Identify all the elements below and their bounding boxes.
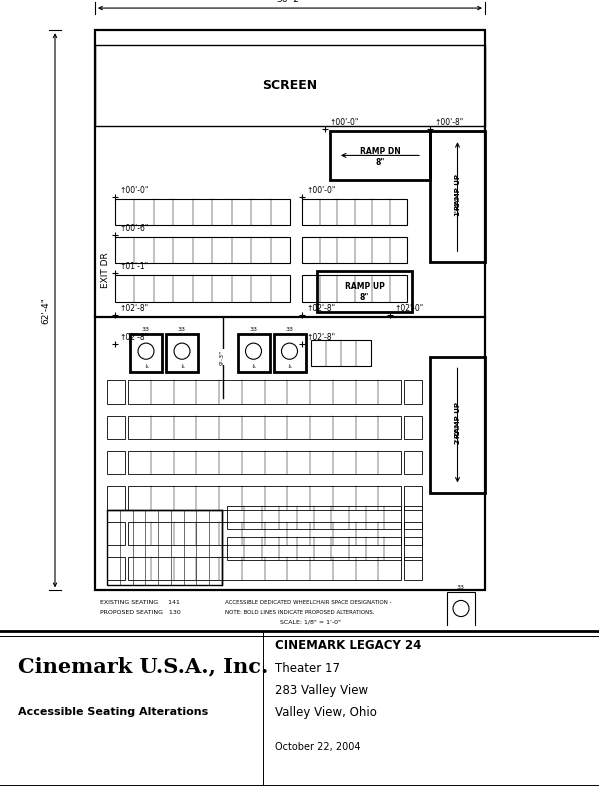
Bar: [404, 486, 422, 510]
Bar: [128, 416, 401, 439]
Text: PROPOSED SEATING   130: PROPOSED SEATING 130: [100, 609, 181, 615]
Bar: [404, 557, 422, 580]
Bar: [274, 334, 305, 372]
Text: ♿: ♿: [252, 364, 256, 369]
Text: ♿: ♿: [144, 364, 148, 369]
Bar: [107, 451, 125, 475]
Text: 62'-4": 62'-4": [41, 297, 50, 323]
Text: 9'-3": 9'-3": [220, 349, 225, 365]
Bar: [404, 451, 422, 475]
Text: Accessible Seating Alterations: Accessible Seating Alterations: [18, 707, 208, 717]
Text: RAMP UP: RAMP UP: [455, 174, 461, 210]
Bar: [128, 522, 401, 545]
Text: ↑00'-6": ↑00'-6": [119, 224, 149, 233]
Text: Theater 17: Theater 17: [275, 662, 340, 674]
Text: 33: 33: [286, 327, 294, 332]
Bar: [107, 557, 125, 580]
Text: NOTE: BOLD LINES INDICATE PROPOSED ALTERATIONS.: NOTE: BOLD LINES INDICATE PROPOSED ALTER…: [225, 609, 374, 615]
Bar: [237, 334, 270, 372]
Text: ♿: ♿: [288, 364, 292, 369]
Bar: [302, 199, 407, 225]
Text: EXIT DR: EXIT DR: [101, 252, 110, 288]
Bar: [107, 380, 125, 404]
Bar: [128, 486, 401, 510]
Text: RAMP UP: RAMP UP: [344, 282, 385, 291]
Bar: [95, 46, 485, 126]
Text: ↑02'-8": ↑02'-8": [119, 304, 148, 313]
Bar: [95, 30, 485, 590]
Text: ♿: ♿: [180, 364, 184, 369]
Bar: [302, 275, 407, 301]
Text: EXISTING SEATING     141: EXISTING SEATING 141: [100, 600, 180, 605]
Bar: [404, 522, 422, 545]
Text: ↑00'-0": ↑00'-0": [119, 186, 149, 194]
Text: ↑00'-8": ↑00'-8": [434, 118, 463, 127]
Bar: [317, 272, 412, 312]
Text: ↑02'-8": ↑02'-8": [119, 333, 148, 342]
Bar: [404, 380, 422, 404]
Bar: [128, 451, 401, 475]
Text: CINEMARK LEGACY 24: CINEMARK LEGACY 24: [275, 639, 421, 652]
Text: ↑02'-8": ↑02'-8": [306, 304, 335, 313]
Bar: [430, 131, 485, 262]
Bar: [130, 334, 162, 372]
Text: 8": 8": [360, 294, 369, 302]
Bar: [330, 131, 430, 179]
Text: 33: 33: [250, 327, 258, 332]
Bar: [107, 510, 222, 586]
Text: 283 Valley View: 283 Valley View: [275, 684, 368, 696]
Bar: [404, 537, 422, 560]
Bar: [107, 486, 125, 510]
Text: 8": 8": [376, 158, 385, 167]
Text: 2'-0": 2'-0": [455, 427, 461, 445]
Text: SCREEN: SCREEN: [262, 79, 317, 92]
Bar: [404, 505, 422, 529]
Bar: [128, 557, 401, 580]
Bar: [107, 416, 125, 439]
Bar: [227, 537, 401, 560]
Bar: [404, 416, 422, 439]
Text: SCALE: 1/8" = 1'-0": SCALE: 1/8" = 1'-0": [280, 619, 341, 625]
Text: RAMP DN: RAMP DN: [359, 147, 400, 156]
Text: ↑02'-8": ↑02'-8": [306, 333, 335, 342]
Text: 36'-2": 36'-2": [277, 0, 304, 4]
Text: 1'-4": 1'-4": [455, 198, 461, 216]
Text: Cinemark U.S.A., Inc.: Cinemark U.S.A., Inc.: [18, 656, 268, 677]
Bar: [107, 522, 125, 545]
Bar: [166, 334, 198, 372]
Bar: [115, 275, 290, 301]
Text: 33: 33: [457, 586, 465, 590]
Bar: [115, 237, 290, 264]
Text: ↑01'-1": ↑01'-1": [119, 262, 148, 272]
Text: ↑00'-0": ↑00'-0": [329, 118, 358, 127]
Bar: [447, 593, 475, 630]
Text: ↑00'-0": ↑00'-0": [306, 186, 335, 194]
Text: 33: 33: [178, 327, 186, 332]
Bar: [302, 237, 407, 264]
Bar: [128, 380, 401, 404]
Text: Valley View, Ohio: Valley View, Ohio: [275, 706, 377, 719]
Text: ↑02'-0": ↑02'-0": [394, 304, 423, 313]
Bar: [115, 199, 290, 225]
Text: 33: 33: [142, 327, 150, 332]
Text: ACCESSIBLE DEDICATED WHEELCHAIR SPACE DESIGNATION -: ACCESSIBLE DEDICATED WHEELCHAIR SPACE DE…: [225, 600, 392, 605]
Bar: [430, 357, 485, 493]
Text: RAMP UP: RAMP UP: [455, 402, 461, 438]
Bar: [227, 505, 401, 529]
Bar: [310, 340, 371, 366]
Text: October 22, 2004: October 22, 2004: [275, 742, 361, 752]
